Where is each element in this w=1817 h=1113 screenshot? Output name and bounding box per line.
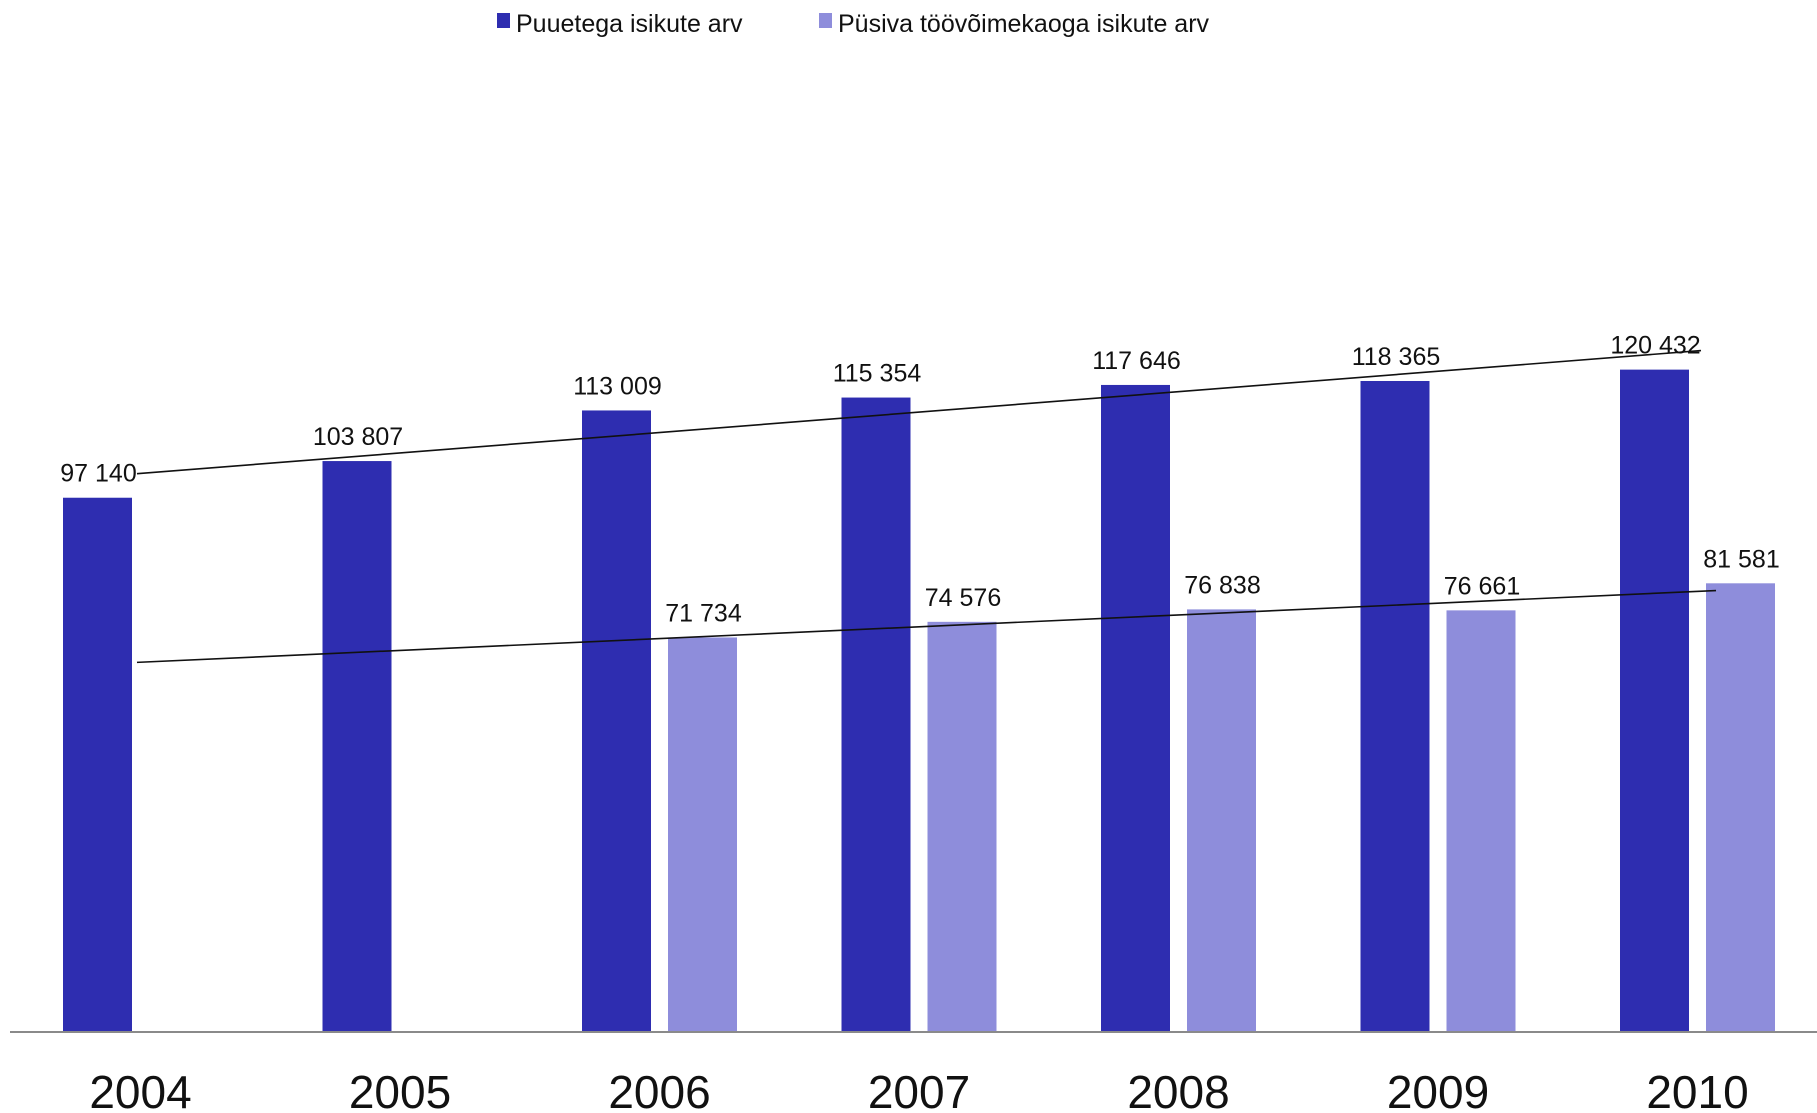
bar-series1-2008 [1101,384,1170,1032]
data-label-series1-2004: 97 140 [60,460,136,488]
legend-swatch-2 [819,13,832,28]
x-tick-labels: 2004 2005 2006 2007 2008 2009 2010 [89,1066,1748,1113]
data-label-series1-2006: 113 009 [573,372,662,400]
trendline-series1 [136,349,1702,475]
data-label-series2-2009: 76 661 [1444,572,1520,600]
x-tick-label-2005: 2005 [349,1066,451,1113]
bar-series1-2006 [582,410,651,1032]
x-tick-label-2008: 2008 [1127,1066,1229,1113]
data-label-series2-2008: 76 838 [1184,571,1260,599]
legend-label-2: Püsiva töövõimekaoga isikute arv [838,10,1210,38]
data-label-series1-2005: 103 807 [313,423,403,451]
data-label-series2-2007: 74 576 [925,584,1001,612]
x-tick-label-2010: 2010 [1646,1066,1748,1113]
x-tick-label-2006: 2006 [608,1066,710,1113]
bar-series1-2010 [1620,369,1689,1032]
data-label-series1-2007: 115 354 [833,360,922,388]
legend-swatch-1 [497,13,510,28]
x-tick-label-2004: 2004 [89,1066,191,1113]
bars-group [63,369,1775,1033]
data-label-series2-2006: 71 734 [665,599,742,627]
data-label-series1-2010: 120 432 [1610,332,1700,360]
trendlines-group [136,349,1717,664]
bar-series2-2010 [1706,583,1775,1032]
legend-label-1: Puuetega isikute arv [516,10,743,38]
bar-series2-2009 [1446,610,1516,1032]
bar-series1-2009 [1360,380,1430,1032]
bar-series2-2006 [668,637,737,1032]
bar-series1-2004 [63,497,132,1033]
data-labels-group: 97 140 103 807 113 009 71 734 115 354 74 576 1… [60,332,1779,628]
bar-series1-2007 [841,397,911,1033]
x-tick-label-2009: 2009 [1387,1066,1489,1113]
bar-series2-2007 [927,621,997,1032]
data-label-series1-2009: 118 365 [1352,343,1441,371]
bar-series2-2008 [1187,609,1256,1032]
bar-series1-2005 [322,461,392,1032]
x-tick-label-2007: 2007 [868,1066,970,1113]
data-label-series2-2010: 81 581 [1703,545,1779,573]
data-label-series1-2008: 117 646 [1092,347,1181,375]
trendline-series2 [136,589,1717,664]
legend: Puuetega isikute arv Püsiva töövõimekaoga… [497,10,1210,38]
